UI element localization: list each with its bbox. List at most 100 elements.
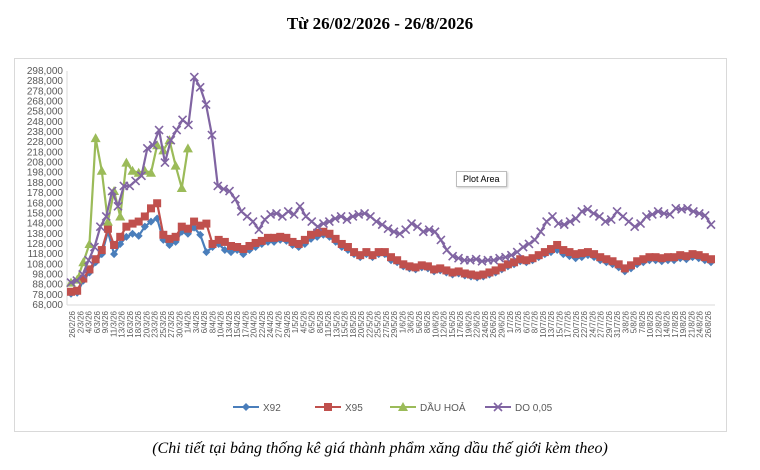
data-point-x95 — [423, 262, 432, 271]
y-tick-label: 198,000 — [27, 168, 64, 179]
data-point-do-0-05 — [453, 253, 464, 263]
y-tick-label: 228,000 — [27, 137, 64, 148]
x-tick-label: 19/6/26 — [464, 310, 473, 337]
y-tick-label: 148,000 — [27, 219, 64, 230]
y-tick-label: 158,000 — [27, 208, 64, 219]
data-point-do-0-05 — [647, 209, 657, 220]
data-point-x95 — [448, 268, 457, 277]
x-tick-label: 19/8/26 — [679, 310, 688, 337]
data-point-x95 — [553, 240, 562, 249]
data-point-x95 — [460, 269, 469, 278]
data-point-do-0-05 — [295, 201, 305, 211]
data-point-x95 — [257, 236, 266, 245]
data-point-x95 — [620, 264, 629, 273]
data-point-do-0-05 — [706, 220, 716, 230]
data-point-x95 — [171, 232, 180, 241]
data-point-x95 — [497, 263, 506, 272]
data-point-do-0-05 — [630, 222, 640, 232]
data-point-do-0-05 — [166, 135, 176, 145]
x-tick-label: 20/5/26 — [357, 310, 366, 337]
x-tick-label: 27/4/26 — [274, 310, 283, 337]
x-tick-label: 22/4/26 — [258, 310, 267, 337]
data-point-do-0-05 — [360, 208, 370, 219]
data-point-x95 — [276, 232, 285, 241]
data-point-d-u-ho- — [170, 160, 181, 170]
data-point-x95 — [590, 250, 599, 259]
data-point-do-0-05 — [600, 217, 610, 227]
data-point-do-0-05 — [506, 250, 516, 260]
x-tick-label: 1/6/26 — [398, 310, 407, 333]
data-point-x95 — [485, 268, 494, 277]
data-point-do-0-05 — [213, 181, 223, 191]
data-point-d-u-ho- — [84, 238, 95, 248]
x-tick-label: 24/7/26 — [588, 310, 597, 337]
chart-title: Từ 26/02/2026 - 26/8/2026 — [286, 14, 474, 33]
x-tick-label: 10/7/26 — [539, 310, 548, 337]
legend-marker-do-0-05 — [493, 402, 503, 412]
data-point-do-0-05 — [254, 225, 264, 235]
data-point-do-0-05 — [324, 217, 334, 227]
x-tick-label: 11/5/26 — [324, 310, 333, 337]
data-point-x95 — [670, 253, 679, 262]
data-point-x95 — [97, 246, 106, 255]
x-tick-label: 13/4/26 — [225, 310, 234, 337]
legend-marker-x95 — [324, 403, 332, 411]
data-point-d-u-ho- — [146, 167, 156, 177]
legend-marker-x92 — [242, 403, 250, 411]
data-point-x95 — [627, 261, 635, 270]
data-point-do-0-05 — [224, 186, 235, 196]
data-point-d-u-ho- — [102, 216, 113, 226]
data-point-do-0-05 — [148, 140, 158, 150]
data-point-do-0-05 — [195, 82, 205, 92]
legend-label-x92: X92 — [263, 403, 281, 414]
data-point-x95 — [602, 255, 611, 264]
data-point-do-0-05 — [688, 206, 698, 216]
data-point-x95 — [633, 257, 642, 266]
data-point-do-0-05 — [330, 213, 340, 224]
data-point-x95 — [639, 255, 648, 264]
legend-label-do-0-05: DO 0,05 — [515, 403, 553, 414]
x-tick-label: 1/4/26 — [184, 310, 193, 333]
x-tick-label: 27/7/26 — [597, 310, 606, 337]
x-tick-label: 29/4/26 — [283, 310, 292, 337]
x-tick-label: 7/8/26 — [638, 310, 647, 333]
data-point-do-0-05 — [89, 242, 100, 252]
data-point-x92 — [116, 239, 125, 248]
data-point-x95 — [387, 253, 395, 262]
chart-caption: (Chi tiết tại bảng thống kê giá thành ph… — [152, 440, 608, 457]
data-point-d-u-ho- — [121, 157, 132, 167]
data-point-x95 — [103, 224, 112, 233]
data-point-do-0-05 — [154, 125, 164, 135]
x-tick-label: 29/6/26 — [498, 310, 507, 337]
data-point-do-0-05 — [589, 208, 599, 219]
x-tick-label: 12/8/26 — [654, 310, 663, 337]
data-point-do-0-05 — [84, 255, 94, 265]
data-point-x95 — [614, 260, 623, 269]
data-point-x95 — [128, 219, 137, 228]
data-point-x95 — [479, 270, 488, 279]
data-point-x92 — [202, 248, 211, 257]
data-point-do-0-05 — [271, 208, 282, 219]
data-point-do-0-05 — [66, 278, 76, 288]
data-point-x95 — [350, 248, 359, 257]
data-point-do-0-05 — [406, 219, 417, 229]
x-tick-label: 12/6/26 — [440, 310, 449, 337]
data-point-x95 — [85, 265, 94, 274]
data-point-x95 — [707, 255, 715, 264]
x-tick-label: 5/6/26 — [415, 310, 424, 333]
data-point-x95 — [165, 234, 174, 243]
x-tick-label: 5/8/26 — [630, 310, 639, 333]
chart-area[interactable]: 68,000 78,000 88,000 98,000 108,000 118,000 12… — [14, 58, 727, 432]
data-point-do-0-05 — [635, 219, 646, 229]
data-point-x95 — [79, 274, 88, 283]
x-tick-label: 22/5/26 — [365, 310, 374, 337]
x-tick-label: 15/6/26 — [448, 310, 457, 337]
x-tick-label: 23/3/26 — [151, 310, 160, 337]
data-point-d-u-ho- — [182, 143, 193, 153]
data-point-x95 — [288, 237, 297, 246]
x-tick-label: 3/8/26 — [621, 310, 630, 333]
data-point-do-0-05 — [547, 211, 558, 222]
data-point-x95 — [417, 261, 426, 270]
data-point-x95 — [688, 250, 697, 259]
y-tick-label: 168,000 — [27, 198, 64, 209]
